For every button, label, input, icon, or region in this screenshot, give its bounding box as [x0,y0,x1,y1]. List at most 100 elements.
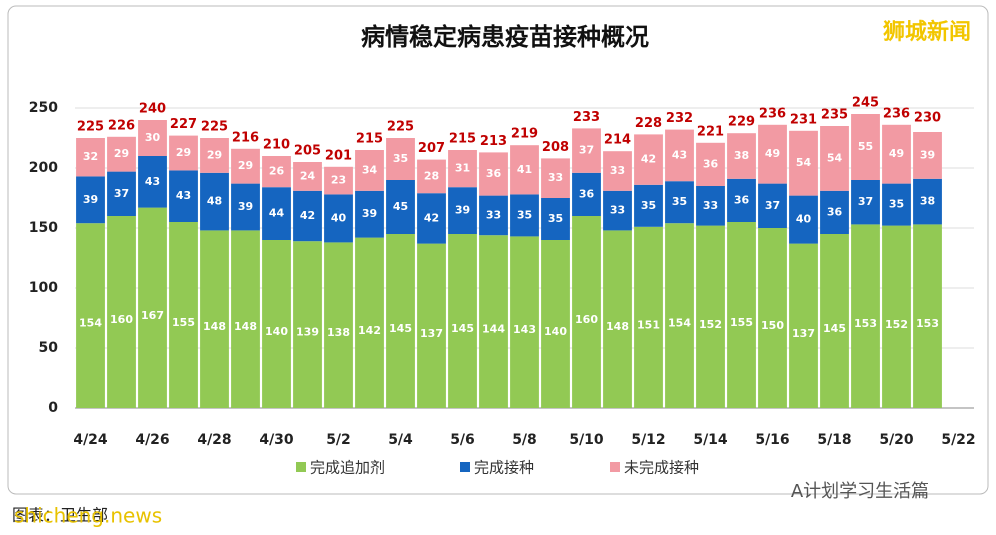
x-tick-label: 4/28 [197,432,231,448]
x-tick-label: 5/20 [879,432,914,448]
bar-segment [417,193,446,244]
value-label: 34 [362,163,378,176]
x-tick-label: 4/26 [135,432,169,448]
value-label: 42 [424,211,439,224]
value-label: 145 [389,322,412,335]
total-label: 215 [449,132,476,147]
x-tick-label: 5/6 [450,432,475,448]
value-label: 37 [858,195,873,208]
value-label: 153 [854,317,877,330]
value-label: 154 [668,317,691,330]
bar-segment [727,178,756,222]
bar-segment [262,240,291,408]
bar-segment [448,187,477,234]
value-label: 140 [265,325,288,338]
bar-segment [727,222,756,408]
value-label: 33 [610,204,625,217]
value-label: 43 [176,189,191,202]
value-label: 154 [79,317,102,330]
value-label: 32 [83,150,98,163]
value-label: 40 [796,213,812,226]
value-label: 143 [513,323,536,336]
bar-segment [386,180,415,234]
legend-swatch [610,462,620,472]
value-label: 33 [703,199,718,212]
value-label: 29 [238,159,253,172]
bar-segment [510,236,539,408]
value-label: 140 [544,325,567,338]
value-label: 145 [823,322,846,335]
total-label: 221 [697,124,724,139]
value-label: 35 [393,152,408,165]
value-label: 54 [796,156,812,169]
value-label: 155 [730,316,753,329]
bar-segment [913,132,942,179]
bar-segment [231,148,260,184]
value-label: 54 [827,151,843,164]
bar-segment [386,234,415,408]
bar-segment [634,226,663,408]
value-label: 33 [486,208,501,221]
x-tick-label: 5/10 [569,432,604,448]
bar-segment [479,195,508,236]
bar-segment [758,183,787,228]
total-label: 245 [852,96,879,111]
y-tick-label: 200 [29,160,58,176]
bar-segment [479,152,508,196]
x-tick-label: 5/4 [388,432,413,448]
total-label: 236 [883,106,910,121]
bar-segment [820,234,849,408]
bar-segment [789,243,818,408]
total-label: 232 [666,111,693,126]
value-label: 145 [451,322,474,335]
bar-segment [231,183,260,231]
value-label: 35 [517,208,532,221]
bar-segment [696,186,725,226]
bar-segment [603,190,632,231]
value-label: 160 [110,313,133,326]
bar-segment [541,158,570,198]
bar-segment [293,190,322,242]
value-label: 29 [114,147,129,160]
bar-segment [572,172,601,216]
value-label: 160 [575,313,598,326]
value-label: 137 [420,327,443,340]
bar-segment [479,235,508,408]
value-label: 36 [734,193,750,206]
value-label: 142 [358,324,381,337]
bar-segment [882,183,911,226]
bar-segment [851,180,880,225]
bar-segment [696,142,725,186]
bar-segment [324,166,353,195]
value-label: 49 [889,147,904,160]
bar-segment [603,230,632,408]
value-label: 153 [916,317,939,330]
total-label: 207 [418,141,445,156]
value-label: 139 [296,326,319,339]
bar-segment [76,138,105,177]
watermark: A计划学习生活篇 [791,481,929,502]
y-tick-label: 0 [48,400,58,416]
bar-segment [169,135,198,171]
bar-segment [448,234,477,408]
value-label: 49 [765,147,780,160]
bar-segment [634,184,663,227]
value-label: 35 [889,198,904,211]
value-label: 138 [327,326,350,339]
bar-segment [572,216,601,408]
value-label: 23 [331,174,346,187]
bar-segment [696,225,725,408]
total-label: 230 [914,111,941,126]
value-label: 152 [699,318,722,331]
bar-segment [107,216,136,408]
value-label: 42 [300,209,315,222]
total-label: 213 [480,134,507,149]
bar-segment [758,124,787,184]
x-tick-label: 5/2 [326,432,351,448]
total-label: 216 [232,130,259,145]
value-label: 150 [761,319,784,332]
total-label: 210 [263,138,290,153]
total-label: 233 [573,110,600,125]
total-label: 225 [387,120,414,135]
